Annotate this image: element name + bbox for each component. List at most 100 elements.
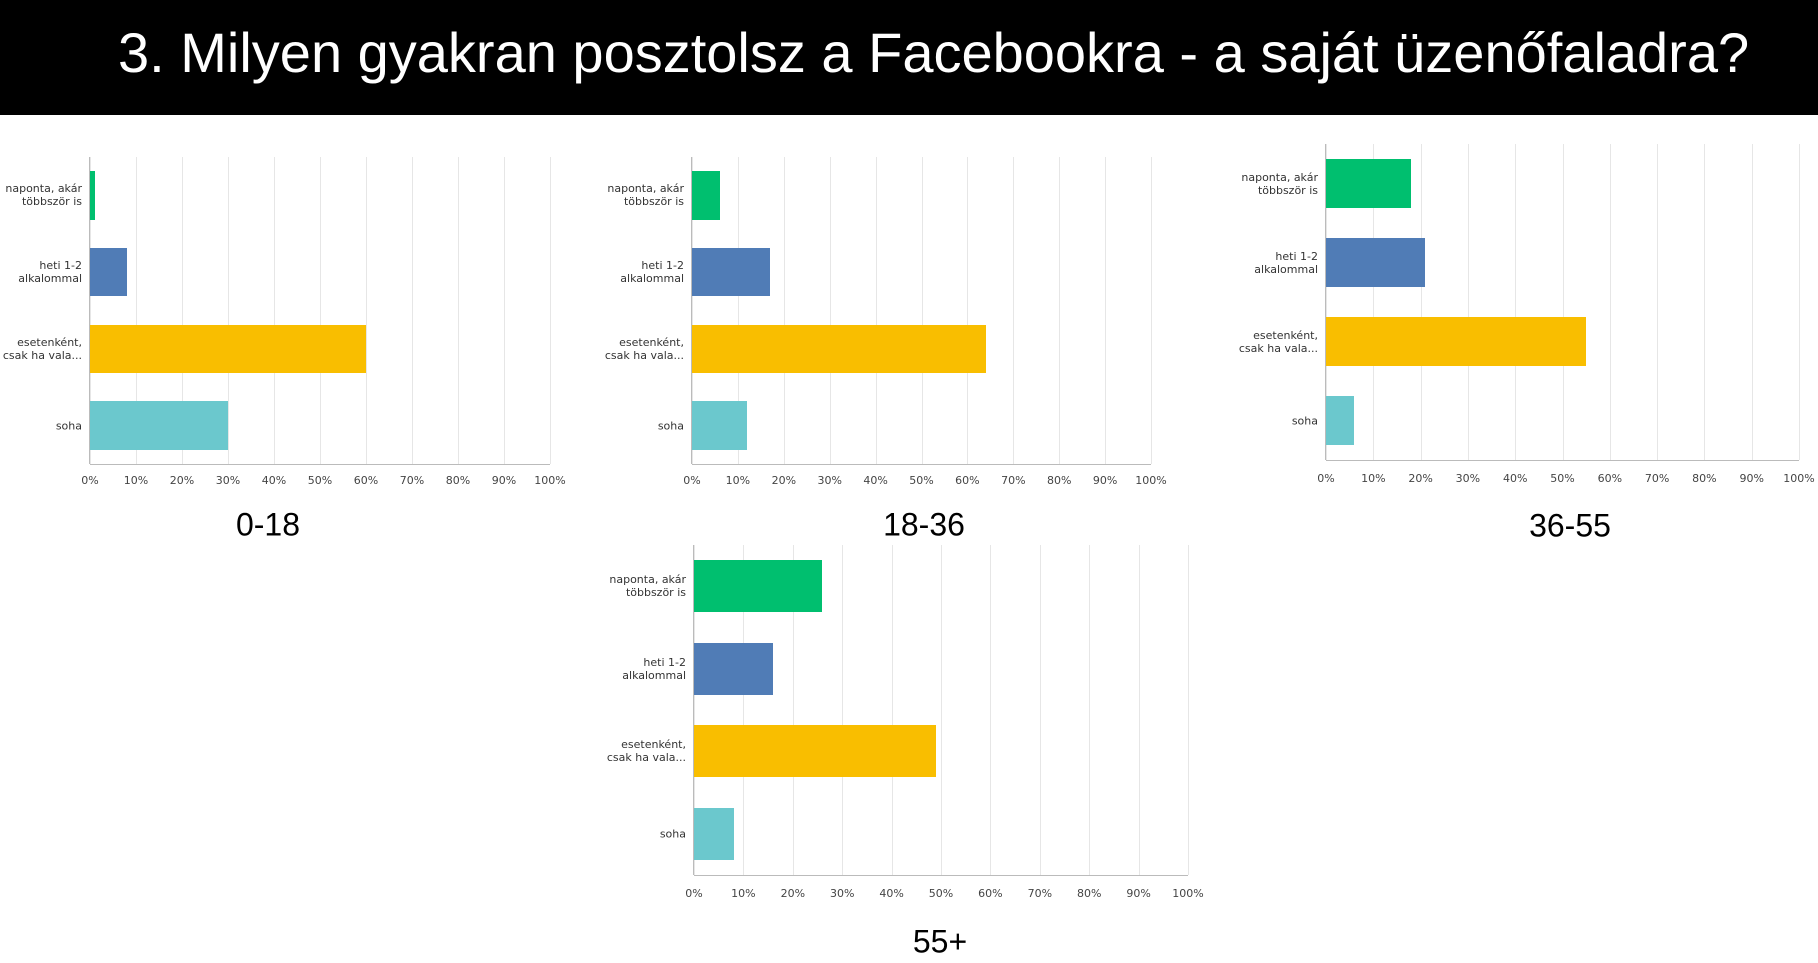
y-axis bbox=[89, 157, 90, 464]
x-tick-label: 40% bbox=[261, 474, 287, 487]
grid-line bbox=[1799, 144, 1800, 460]
x-tick-label: 10% bbox=[731, 887, 756, 900]
category-label: naponta, akár többször is bbox=[1241, 170, 1318, 197]
x-tick-label: 20% bbox=[169, 474, 195, 487]
grid-line bbox=[458, 157, 459, 464]
grid-line bbox=[136, 157, 137, 464]
x-tick-label: 90% bbox=[1092, 474, 1118, 487]
x-tick-label: 70% bbox=[1644, 472, 1670, 485]
x-tick-label: 60% bbox=[1597, 472, 1623, 485]
grid-line bbox=[1326, 144, 1327, 460]
header: 3. Milyen gyakran posztolsz a Facebookra… bbox=[0, 0, 1818, 115]
x-tick-label: 40% bbox=[879, 887, 904, 900]
bar bbox=[90, 401, 228, 450]
x-tick-label: 100% bbox=[534, 474, 566, 487]
bar bbox=[692, 324, 986, 374]
x-tick-label: 10% bbox=[725, 474, 751, 487]
grid-line bbox=[737, 157, 739, 464]
grid-line bbox=[274, 157, 275, 464]
x-tick-label: 70% bbox=[1027, 887, 1053, 900]
grid-line bbox=[228, 157, 229, 464]
x-tick-label: 50% bbox=[1550, 472, 1575, 485]
chart-title: 0-18 bbox=[235, 506, 301, 543]
grid-line bbox=[1138, 545, 1140, 875]
x-tick-label: 30% bbox=[817, 474, 842, 487]
x-tick-label: 80% bbox=[445, 474, 471, 487]
grid-line bbox=[412, 157, 413, 464]
category-label: naponta, akár többször is bbox=[5, 182, 82, 209]
x-tick-label: 100% bbox=[1135, 474, 1167, 487]
category-label: esetenként, csak ha vala... bbox=[604, 335, 684, 362]
grid-line bbox=[182, 157, 183, 464]
bar bbox=[90, 247, 127, 297]
grid-line bbox=[692, 157, 693, 464]
x-tick-label: 100% bbox=[1783, 472, 1815, 485]
category-label: naponta, akár többször is bbox=[609, 573, 686, 600]
grid-line bbox=[1515, 144, 1517, 460]
page-title: 3. Milyen gyakran posztolsz a Facebookra… bbox=[118, 21, 1750, 84]
x-tick-label: 40% bbox=[1502, 472, 1528, 485]
category-label: esetenként, csak ha vala... bbox=[2, 335, 82, 362]
grid-line bbox=[1059, 157, 1061, 464]
grid-line bbox=[1013, 157, 1015, 464]
x-tick-label: 50% bbox=[307, 474, 333, 487]
x-axis bbox=[692, 464, 1151, 465]
grid-line bbox=[783, 157, 785, 464]
category-label: esetenként, csak ha vala... bbox=[606, 738, 686, 765]
x-axis bbox=[90, 464, 550, 465]
grid-line bbox=[875, 157, 877, 464]
grid-line bbox=[1151, 157, 1152, 464]
bar bbox=[692, 171, 720, 220]
grid-line bbox=[90, 157, 91, 464]
grid-line bbox=[921, 157, 923, 464]
grid-line bbox=[1373, 144, 1375, 460]
grid-line bbox=[829, 157, 831, 464]
chart-title: 18-36 bbox=[883, 506, 965, 543]
x-tick-label: 10% bbox=[1361, 472, 1386, 485]
x-tick-label: 20% bbox=[1408, 472, 1433, 485]
grid-line bbox=[1420, 144, 1422, 460]
grid-line bbox=[743, 545, 745, 875]
grid-line bbox=[1105, 157, 1107, 464]
bar bbox=[90, 324, 366, 374]
x-tick-label: 20% bbox=[771, 474, 797, 487]
grid-line bbox=[990, 545, 992, 875]
grid-line bbox=[792, 545, 794, 875]
y-axis bbox=[693, 545, 694, 875]
bar bbox=[694, 725, 937, 778]
category-label: heti 1-2 alkalommal bbox=[620, 259, 684, 286]
grid-line bbox=[694, 545, 695, 875]
x-axis bbox=[1326, 460, 1799, 461]
x-tick-label: 10% bbox=[123, 474, 149, 487]
x-tick-label: 80% bbox=[1076, 887, 1102, 900]
x-tick-label: 60% bbox=[353, 474, 379, 487]
category-label: soha bbox=[657, 419, 684, 433]
category-label: soha bbox=[1291, 414, 1318, 427]
grid-line bbox=[1657, 144, 1659, 460]
x-tick-label: 20% bbox=[780, 887, 806, 900]
grid-line bbox=[1562, 144, 1564, 460]
category-label: heti 1-2 alkalommal bbox=[1254, 249, 1318, 276]
grid-line bbox=[941, 545, 942, 875]
bar bbox=[692, 247, 771, 297]
category-label: esetenként, csak ha vala... bbox=[1238, 328, 1318, 355]
bar bbox=[692, 401, 748, 450]
x-tick-label: 90% bbox=[1126, 887, 1151, 900]
x-tick-label: 100% bbox=[1172, 887, 1204, 900]
bar bbox=[1326, 158, 1412, 209]
y-axis bbox=[1325, 144, 1326, 460]
bar bbox=[1326, 316, 1587, 367]
x-axis bbox=[694, 875, 1188, 876]
grid-line bbox=[366, 157, 367, 464]
x-tick-label: 40% bbox=[863, 474, 888, 487]
category-label: soha bbox=[659, 827, 686, 841]
grid-line bbox=[1089, 545, 1091, 875]
grid-line bbox=[842, 545, 844, 875]
chart-title: 55+ bbox=[912, 923, 968, 960]
x-tick-label: 30% bbox=[1455, 472, 1481, 485]
y-axis bbox=[691, 157, 692, 464]
x-tick-label: 0% bbox=[683, 474, 701, 487]
x-tick-label: 60% bbox=[955, 474, 980, 487]
bar bbox=[1326, 237, 1426, 288]
grid-line bbox=[1704, 144, 1706, 460]
